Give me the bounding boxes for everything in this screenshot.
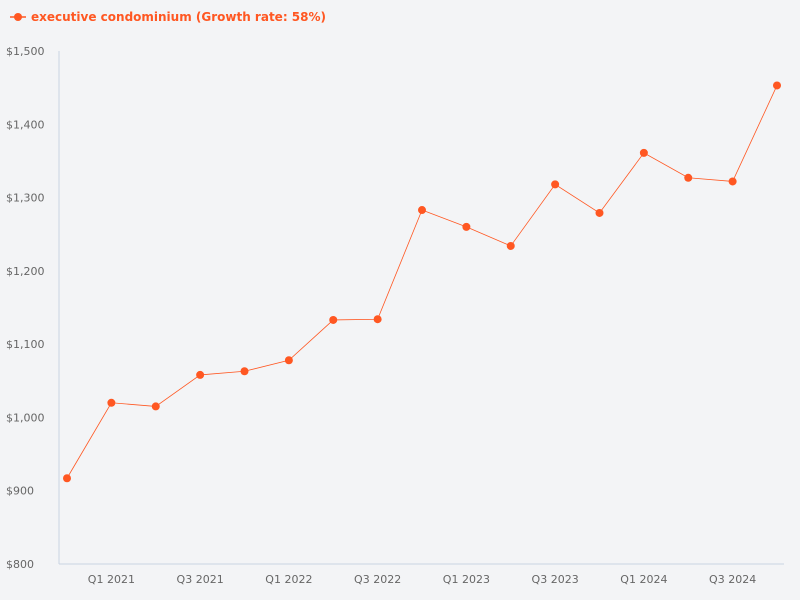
data-point[interactable] [373,315,382,324]
series-line [66,85,778,479]
y-tick-label: $800 [6,558,34,571]
y-tick-label: $1,500 [6,45,45,58]
x-tick-label: Q3 2024 [709,573,756,586]
x-tick-label: Q3 2022 [354,573,401,586]
x-tick-label: Q1 2021 [88,573,135,586]
data-point[interactable] [551,180,560,189]
x-tick-label: Q1 2024 [620,573,667,586]
x-tick-label: Q3 2021 [177,573,224,586]
data-point[interactable] [773,81,781,90]
data-point[interactable] [506,241,515,250]
x-tick-label: Q1 2022 [265,573,312,586]
data-point[interactable] [684,173,693,182]
data-point[interactable] [595,208,604,217]
y-tick-label: $1,300 [6,192,45,205]
y-axis: $800 $900 $1,000 $1,100 $1,200 $1,300 $1,400 $1… [6,45,60,571]
data-point[interactable] [728,177,737,186]
x-tick-label: Q3 2023 [532,573,579,586]
data-point[interactable] [329,315,338,324]
data-point[interactable] [151,402,160,411]
data-point[interactable] [196,370,205,379]
y-tick-label: $1,000 [6,411,45,424]
x-axis: Q1 2021 Q3 2021 Q1 2022 Q3 2022 Q1 2023 Q3 20… [59,563,784,586]
data-point[interactable] [418,206,426,215]
y-tick-label: $1,400 [6,118,45,131]
legend[interactable]: executive condominium (Growth rate: 58%) [10,10,326,24]
data-point[interactable] [107,398,116,407]
y-tick-label: $1,100 [6,338,45,351]
plot-area [63,81,781,483]
legend-label: executive condominium (Growth rate: 58%) [31,10,326,24]
y-tick-label: $900 [6,485,34,498]
legend-marker-icon [14,13,22,21]
y-tick-label: $1,200 [6,265,45,278]
data-point[interactable] [63,474,71,483]
data-point[interactable] [240,367,249,376]
x-tick-label: Q1 2023 [443,573,490,586]
data-point[interactable] [639,148,648,157]
data-point[interactable] [284,356,293,365]
data-point[interactable] [462,222,471,231]
